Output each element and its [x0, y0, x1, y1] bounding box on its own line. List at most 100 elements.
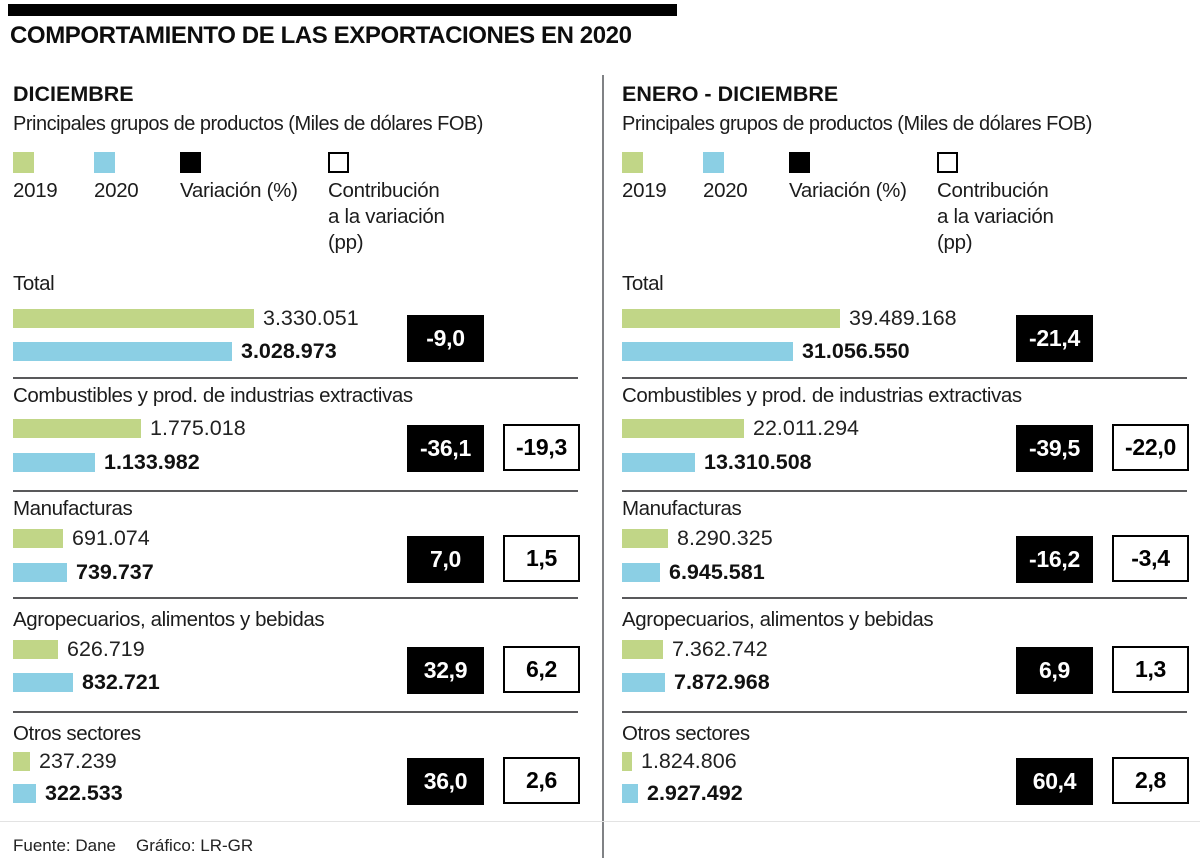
legend-swatch-black-variation-icon — [789, 152, 810, 173]
value-2019: 39.489.168 — [849, 306, 957, 330]
value-2020: 31.056.550 — [802, 339, 910, 363]
panel-divider — [602, 75, 604, 858]
value-2020: 3.028.973 — [241, 339, 337, 363]
bar-2019 — [13, 752, 30, 771]
value-2020: 1.133.982 — [104, 450, 200, 474]
contribution-badge: 2,8 — [1112, 757, 1189, 804]
legend-label-blue-2020: 2020 — [94, 179, 139, 202]
footer-credit: Gráfico: LR-GR — [136, 836, 254, 855]
bar-2019 — [622, 529, 668, 548]
legend-swatch-black-variation-icon — [180, 152, 201, 173]
value-2019: 237.239 — [39, 749, 117, 773]
category-label: Agropecuarios, alimentos y bebidas — [622, 608, 934, 631]
legend-swatch-green-2019-icon — [622, 152, 643, 173]
variation-badge: -39,5 — [1016, 425, 1093, 472]
variation-badge: -21,4 — [1016, 315, 1093, 362]
bar-2019 — [622, 752, 632, 771]
value-2019: 3.330.051 — [263, 306, 359, 330]
value-2020: 6.945.581 — [669, 560, 765, 584]
bar-2019 — [13, 419, 141, 438]
value-2020: 13.310.508 — [704, 450, 812, 474]
value-2020: 832.721 — [82, 670, 160, 694]
contribution-badge: -22,0 — [1112, 424, 1189, 471]
legend-swatch-blue-2020-icon — [703, 152, 724, 173]
value-2019: 691.074 — [72, 526, 150, 550]
variation-badge: -16,2 — [1016, 536, 1093, 583]
panel-title: DICIEMBRE — [13, 82, 134, 106]
contribution-badge: -19,3 — [503, 424, 580, 471]
variation-badge: 36,0 — [407, 758, 484, 805]
bar-2019 — [622, 419, 744, 438]
value-2019: 626.719 — [67, 637, 145, 661]
variation-badge: 60,4 — [1016, 758, 1093, 805]
bar-2019 — [13, 640, 58, 659]
legend-label-black-variation: Variación (%) — [180, 179, 298, 202]
section-separator — [622, 490, 1187, 492]
legend-label-blue-2020: 2020 — [703, 179, 748, 202]
section-separator — [13, 377, 578, 379]
panel-title: ENERO - DICIEMBRE — [622, 82, 839, 106]
bar-2019 — [13, 529, 63, 548]
bar-2020 — [622, 784, 638, 803]
panel-diciembre: DICIEMBRE Principales grupos de productos… — [13, 0, 591, 861]
bar-2020 — [13, 342, 232, 361]
section-separator — [13, 711, 578, 713]
bar-2020 — [622, 453, 695, 472]
value-2020: 739.737 — [76, 560, 154, 584]
bar-2020 — [13, 673, 73, 692]
category-label: Manufacturas — [622, 497, 742, 520]
bar-2020 — [622, 673, 665, 692]
category-label: Total — [13, 272, 55, 295]
contribution-badge: 2,6 — [503, 757, 580, 804]
variation-badge: -36,1 — [407, 425, 484, 472]
panel-subtitle: Principales grupos de productos (Miles d… — [13, 113, 483, 135]
category-label: Total — [622, 272, 664, 295]
legend-swatch-contribution-icon — [937, 152, 958, 173]
page-title: COMPORTAMIENTO DE LAS EXPORTACIONES EN 2… — [10, 22, 632, 49]
value-2019: 1.775.018 — [150, 416, 246, 440]
value-2019: 22.011.294 — [753, 416, 860, 440]
panel-enero-diciembre: ENERO - DICIEMBRE Principales grupos de p… — [622, 0, 1200, 861]
value-2019: 7.362.742 — [672, 637, 768, 661]
bar-2019 — [13, 309, 254, 328]
top-rule — [8, 4, 677, 16]
bar-2020 — [13, 784, 36, 803]
bar-2019 — [622, 309, 840, 328]
variation-badge: 32,9 — [407, 647, 484, 694]
contribution-badge: 1,5 — [503, 535, 580, 582]
category-label: Otros sectores — [13, 722, 141, 745]
category-label: Agropecuarios, alimentos y bebidas — [13, 608, 325, 631]
contribution-badge: 1,3 — [1112, 646, 1189, 693]
bar-2020 — [13, 453, 95, 472]
category-label: Otros sectores — [622, 722, 750, 745]
section-separator — [13, 597, 578, 599]
value-2019: 8.290.325 — [677, 526, 773, 550]
legend-label-white-contribution: Contribución a la variación (pp) — [328, 179, 445, 254]
footer-source: Fuente: Dane — [13, 836, 117, 855]
variation-badge: 6,9 — [1016, 647, 1093, 694]
value-2020: 7.872.968 — [674, 670, 770, 694]
value-2020: 2.927.492 — [647, 781, 743, 805]
footer-rule — [0, 821, 1200, 822]
section-separator — [622, 597, 1187, 599]
category-label: Combustibles y prod. de industrias extra… — [13, 384, 413, 407]
section-separator — [622, 711, 1187, 713]
category-label: Combustibles y prod. de industrias extra… — [622, 384, 1022, 407]
legend-swatch-green-2019-icon — [13, 152, 34, 173]
section-separator — [13, 490, 578, 492]
variation-badge: 7,0 — [407, 536, 484, 583]
value-2019: 1.824.806 — [641, 749, 737, 773]
legend-swatch-contribution-icon — [328, 152, 349, 173]
variation-badge: -9,0 — [407, 315, 484, 362]
value-2020: 322.533 — [45, 781, 123, 805]
panel-subtitle: Principales grupos de productos (Miles d… — [622, 113, 1092, 135]
bar-2020 — [622, 342, 793, 361]
bar-2020 — [622, 563, 660, 582]
section-separator — [622, 377, 1187, 379]
legend-label-green-2019: 2019 — [622, 179, 667, 202]
bar-2019 — [622, 640, 663, 659]
legend-label-green-2019: 2019 — [13, 179, 58, 202]
legend-swatch-blue-2020-icon — [94, 152, 115, 173]
contribution-badge: 6,2 — [503, 646, 580, 693]
